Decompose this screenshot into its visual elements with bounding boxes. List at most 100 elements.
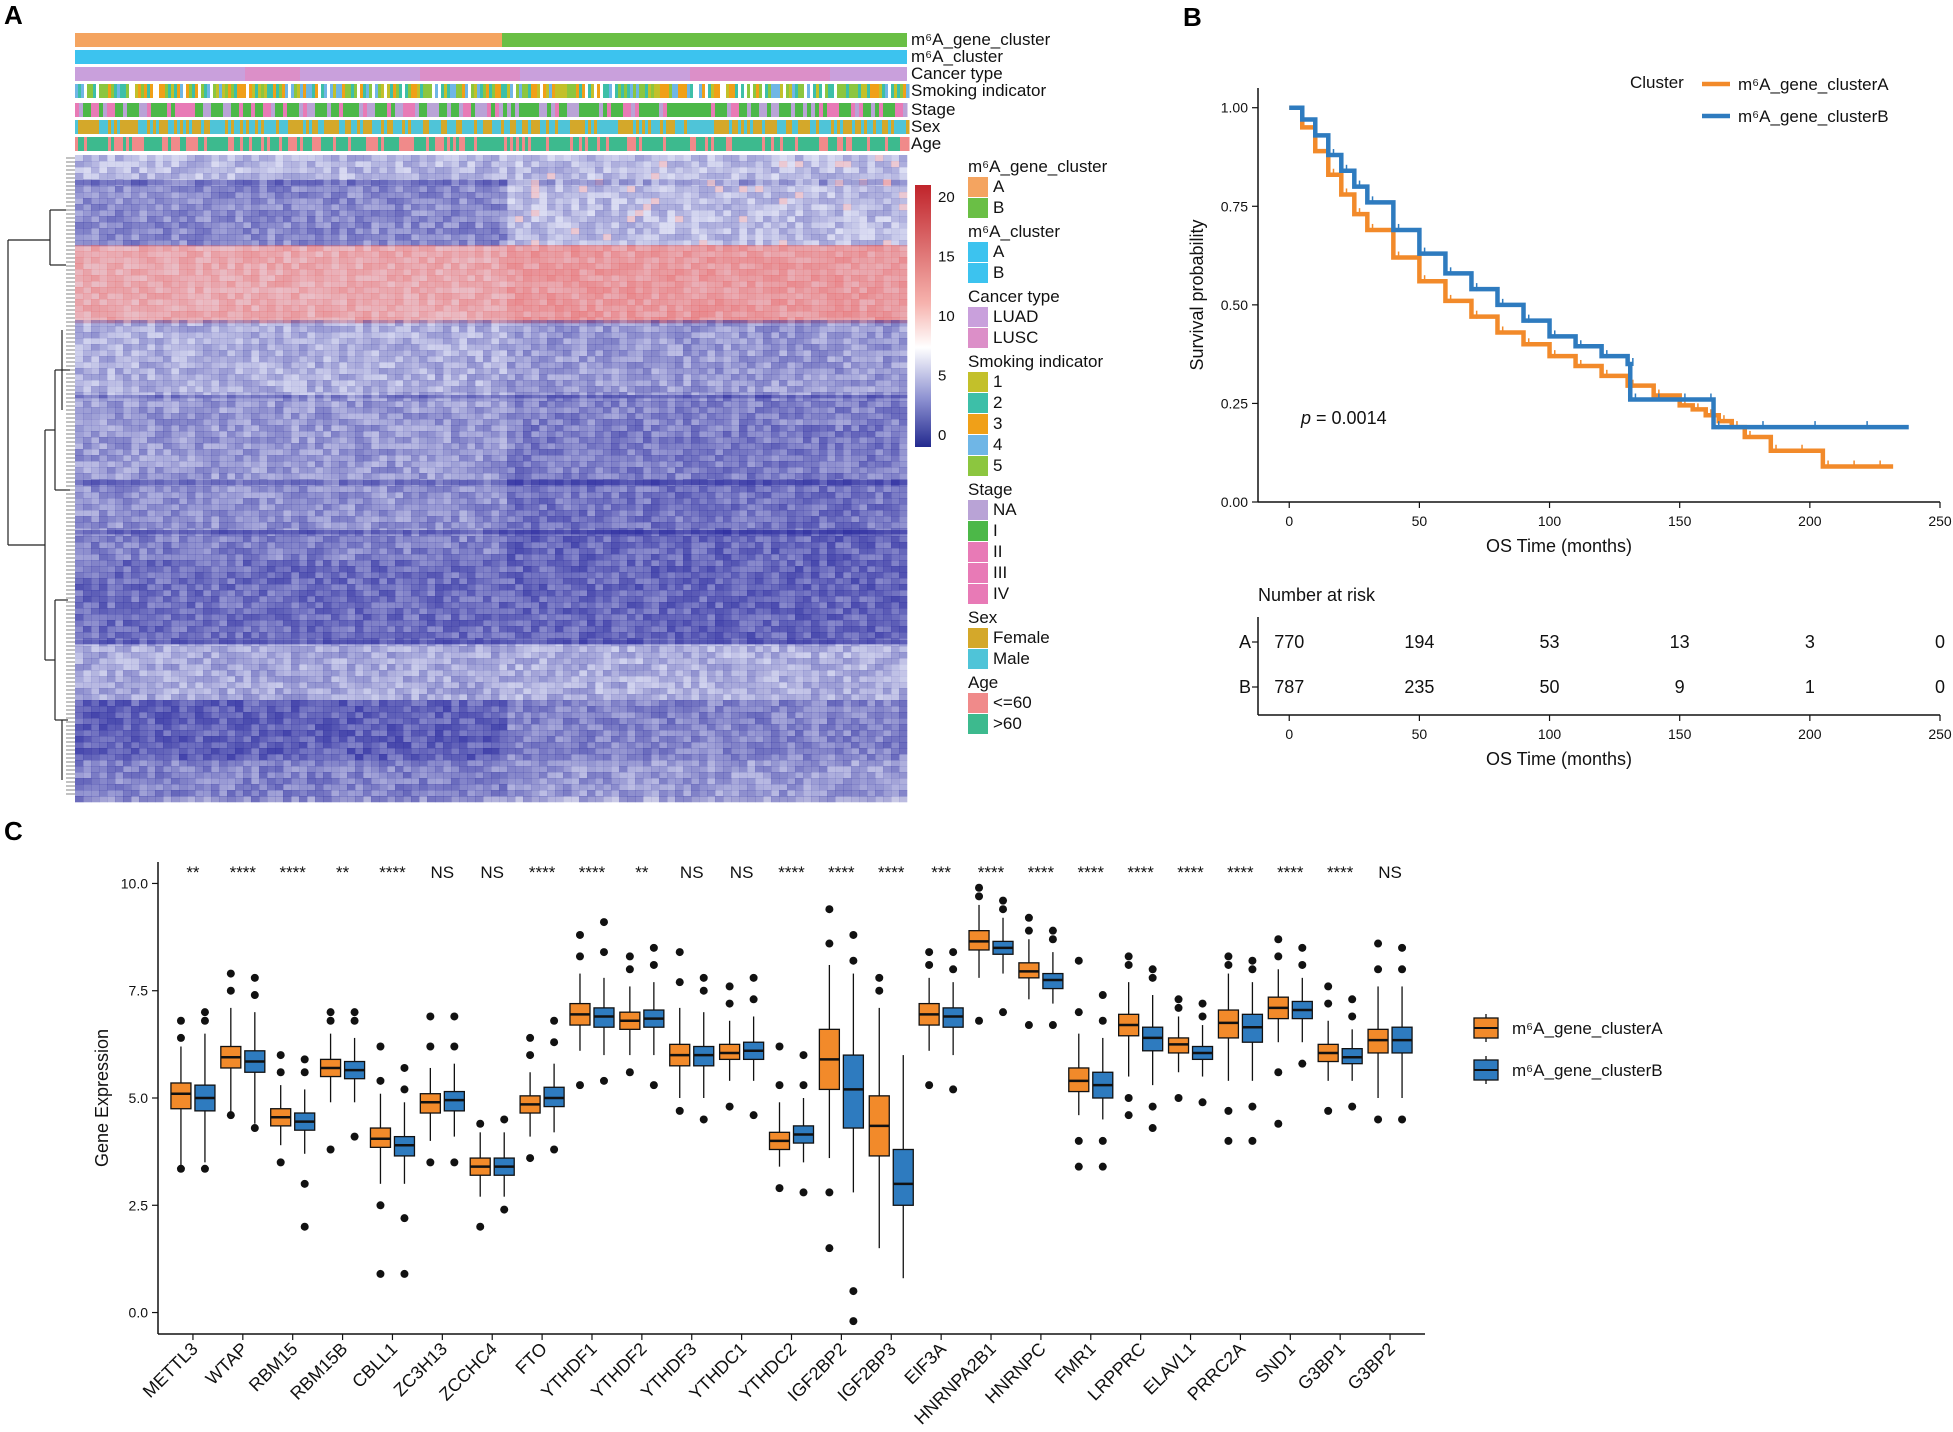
annot-smoking-stripe [747,84,751,98]
heatmap-cell [347,311,356,318]
heatmap-cell [211,210,220,217]
heatmap-cell [403,356,412,363]
heatmap-cell [315,326,324,333]
heatmap-cell [587,180,596,187]
heatmap-cell [563,204,572,211]
annot-smoking-stripe [621,84,625,98]
heatmap-cell [323,204,332,211]
heatmap-cell [475,155,484,162]
heatmap-cell [843,326,852,333]
heatmap-cell [771,167,780,174]
heatmap-cell [539,155,548,162]
heatmap-cell [427,222,436,229]
annot-sex-stripe [819,120,823,134]
heatmap-cell [403,269,412,276]
heatmap-cell [691,245,700,252]
heatmap-cell [123,257,132,264]
annot-sex-stripe [714,120,718,134]
heatmap-cell [611,293,620,300]
heatmap-cell [371,332,380,339]
annot-stage-stripe [575,103,580,117]
heatmap-cell [899,317,908,324]
annot-age-stripe [258,137,262,151]
heatmap-cell [587,216,596,223]
annot-sex-stripe [282,120,286,134]
heatmap-cell [219,234,228,241]
heatmap-cell [531,320,540,327]
heatmap-cell [683,204,692,211]
heatmap-cell [651,338,660,345]
heatmap-cell [595,210,604,217]
heatmap-cell [171,222,180,229]
annot-age-stripe [828,137,832,151]
heatmap-cell [99,192,108,199]
heatmap-cell [355,269,364,276]
heatmap-cell [315,332,324,339]
heatmap-cell [355,299,364,306]
heatmap-cell [115,293,124,300]
heatmap-cell [283,368,292,375]
heatmap-cell [587,161,596,168]
annot-age-stripe [591,137,595,151]
heatmap-cell [739,293,748,300]
heatmap-cell [339,263,348,270]
heatmap-cell [187,311,196,318]
heatmap-cell [643,320,652,327]
heatmap-cell [587,287,596,294]
heatmap-cell [579,173,588,180]
annot-age-stripe [378,137,382,151]
annot-sex-stripe [825,120,829,134]
heatmap-cell [555,216,564,223]
heatmap-cell [283,344,292,351]
heatmap-cell [403,368,412,375]
heatmap-cell [723,180,732,187]
heatmap-cell [107,222,116,229]
heatmap-cell [419,222,428,229]
heatmap-cell [715,240,724,247]
annot-sex-stripe [777,120,781,134]
annot-age-stripe [861,137,865,151]
heatmap-cell [443,240,452,247]
heatmap-cell [99,240,108,247]
heatmap-cell [835,311,844,318]
heatmap-cell [147,344,156,351]
heatmap-cell [547,338,556,345]
heatmap-cell [507,173,516,180]
heatmap-cell [163,186,172,193]
annot-age-stripe [372,137,376,151]
heatmap-cell [195,326,204,333]
heatmap-cell [851,299,860,306]
heatmap-cell [875,269,884,276]
annot-age-stripe [795,137,799,151]
heatmap-cell [795,299,804,306]
heatmap-cell [307,198,316,205]
annot-age-stripe [810,137,814,151]
heatmap-cell [427,155,436,162]
heatmap-cell [427,245,436,252]
heatmap-cell [691,204,700,211]
annot-age-stripe [648,137,652,151]
heatmap-cell [739,228,748,235]
heatmap-cell [643,281,652,288]
heatmap-cell [499,293,508,300]
heatmap-cell [171,293,180,300]
annot-stage-stripe [459,103,464,117]
annot-stage-stripe [283,103,288,117]
annot-stage-stripe [543,103,548,117]
heatmap-cell [219,317,228,324]
annot-smoking-stripe [510,84,514,98]
annot-smoking-stripe [336,84,340,98]
heatmap-cell [395,287,404,294]
heatmap-cell [467,222,476,229]
heatmap-cell [451,299,460,306]
heatmap-cell [659,281,668,288]
heatmap-cell [643,192,652,199]
heatmap-cell [795,350,804,357]
annot-stage-stripe [395,103,400,117]
heatmap-cell [411,317,420,324]
heatmap-cell [707,155,716,162]
heatmap-cell [467,251,476,258]
heatmap-cell [339,350,348,357]
heatmap-cell [611,311,620,318]
heatmap-cell [363,338,372,345]
